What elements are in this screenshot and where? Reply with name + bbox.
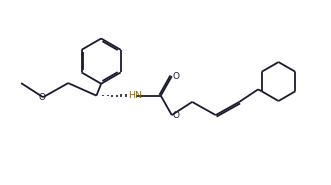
Text: O: O <box>38 93 45 102</box>
Text: O: O <box>172 72 179 81</box>
Text: HN: HN <box>128 91 142 100</box>
Text: O: O <box>172 111 179 120</box>
